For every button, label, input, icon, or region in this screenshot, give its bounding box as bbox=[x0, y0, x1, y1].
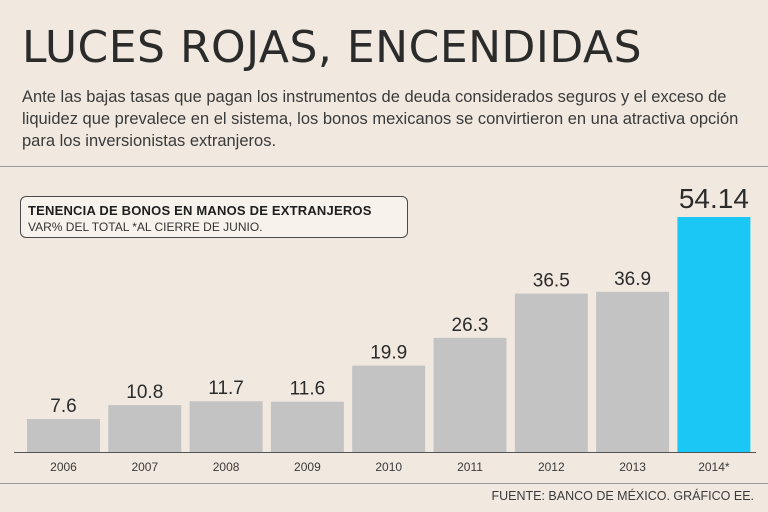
x-tick-2012: 2012 bbox=[538, 460, 565, 474]
chart-title: TENENCIA DE BONOS EN MANOS DE EXTRANJERO… bbox=[28, 203, 372, 218]
bar-2009 bbox=[270, 401, 344, 452]
data-label-2009: 11.6 bbox=[290, 379, 326, 400]
bar-2008 bbox=[189, 401, 263, 452]
data-label-2006: 7.6 bbox=[50, 396, 76, 417]
page-subtitle: Ante las bajas tasas que pagan los instr… bbox=[22, 88, 739, 150]
header-divider bbox=[0, 166, 768, 167]
data-label-2010: 19.9 bbox=[370, 343, 407, 364]
data-label-2014*: 54.14 bbox=[679, 183, 749, 214]
x-tick-2008: 2008 bbox=[213, 460, 240, 474]
x-tick-2007: 2007 bbox=[131, 460, 158, 474]
data-label-2013: 36.9 bbox=[614, 269, 651, 290]
source-note: FUENTE: BANCO DE MÉXICO. GRÁFICO EE. bbox=[491, 489, 754, 503]
chart-subtitle: VAR% DEL TOTAL *AL CIERRE DE JUNIO. bbox=[28, 220, 263, 234]
bar-2014* bbox=[677, 217, 751, 452]
data-label-2008: 11.7 bbox=[208, 378, 244, 399]
bar-2007 bbox=[108, 405, 182, 452]
bar-2011 bbox=[433, 337, 507, 452]
x-tick-2013: 2013 bbox=[619, 460, 646, 474]
x-tick-2014*: 2014* bbox=[698, 460, 730, 474]
page-title: LUCES ROJAS, ENCENDIDAS bbox=[22, 22, 643, 73]
bar-2012 bbox=[514, 293, 588, 452]
data-label-2012: 36.5 bbox=[533, 271, 570, 292]
x-tick-2011: 2011 bbox=[457, 460, 483, 474]
data-label-2007: 10.8 bbox=[126, 382, 163, 403]
x-tick-2006: 2006 bbox=[50, 460, 77, 474]
data-label-2011: 26.3 bbox=[452, 315, 489, 336]
chart-legend-box: TENENCIA DE BONOS EN MANOS DE EXTRANJERO… bbox=[20, 196, 408, 238]
x-tick-2009: 2009 bbox=[294, 460, 321, 474]
bar-2013 bbox=[596, 291, 670, 452]
footer-divider bbox=[0, 483, 768, 484]
x-tick-2010: 2010 bbox=[375, 460, 402, 474]
bar-2010 bbox=[352, 365, 426, 452]
bar-2006 bbox=[27, 419, 100, 452]
